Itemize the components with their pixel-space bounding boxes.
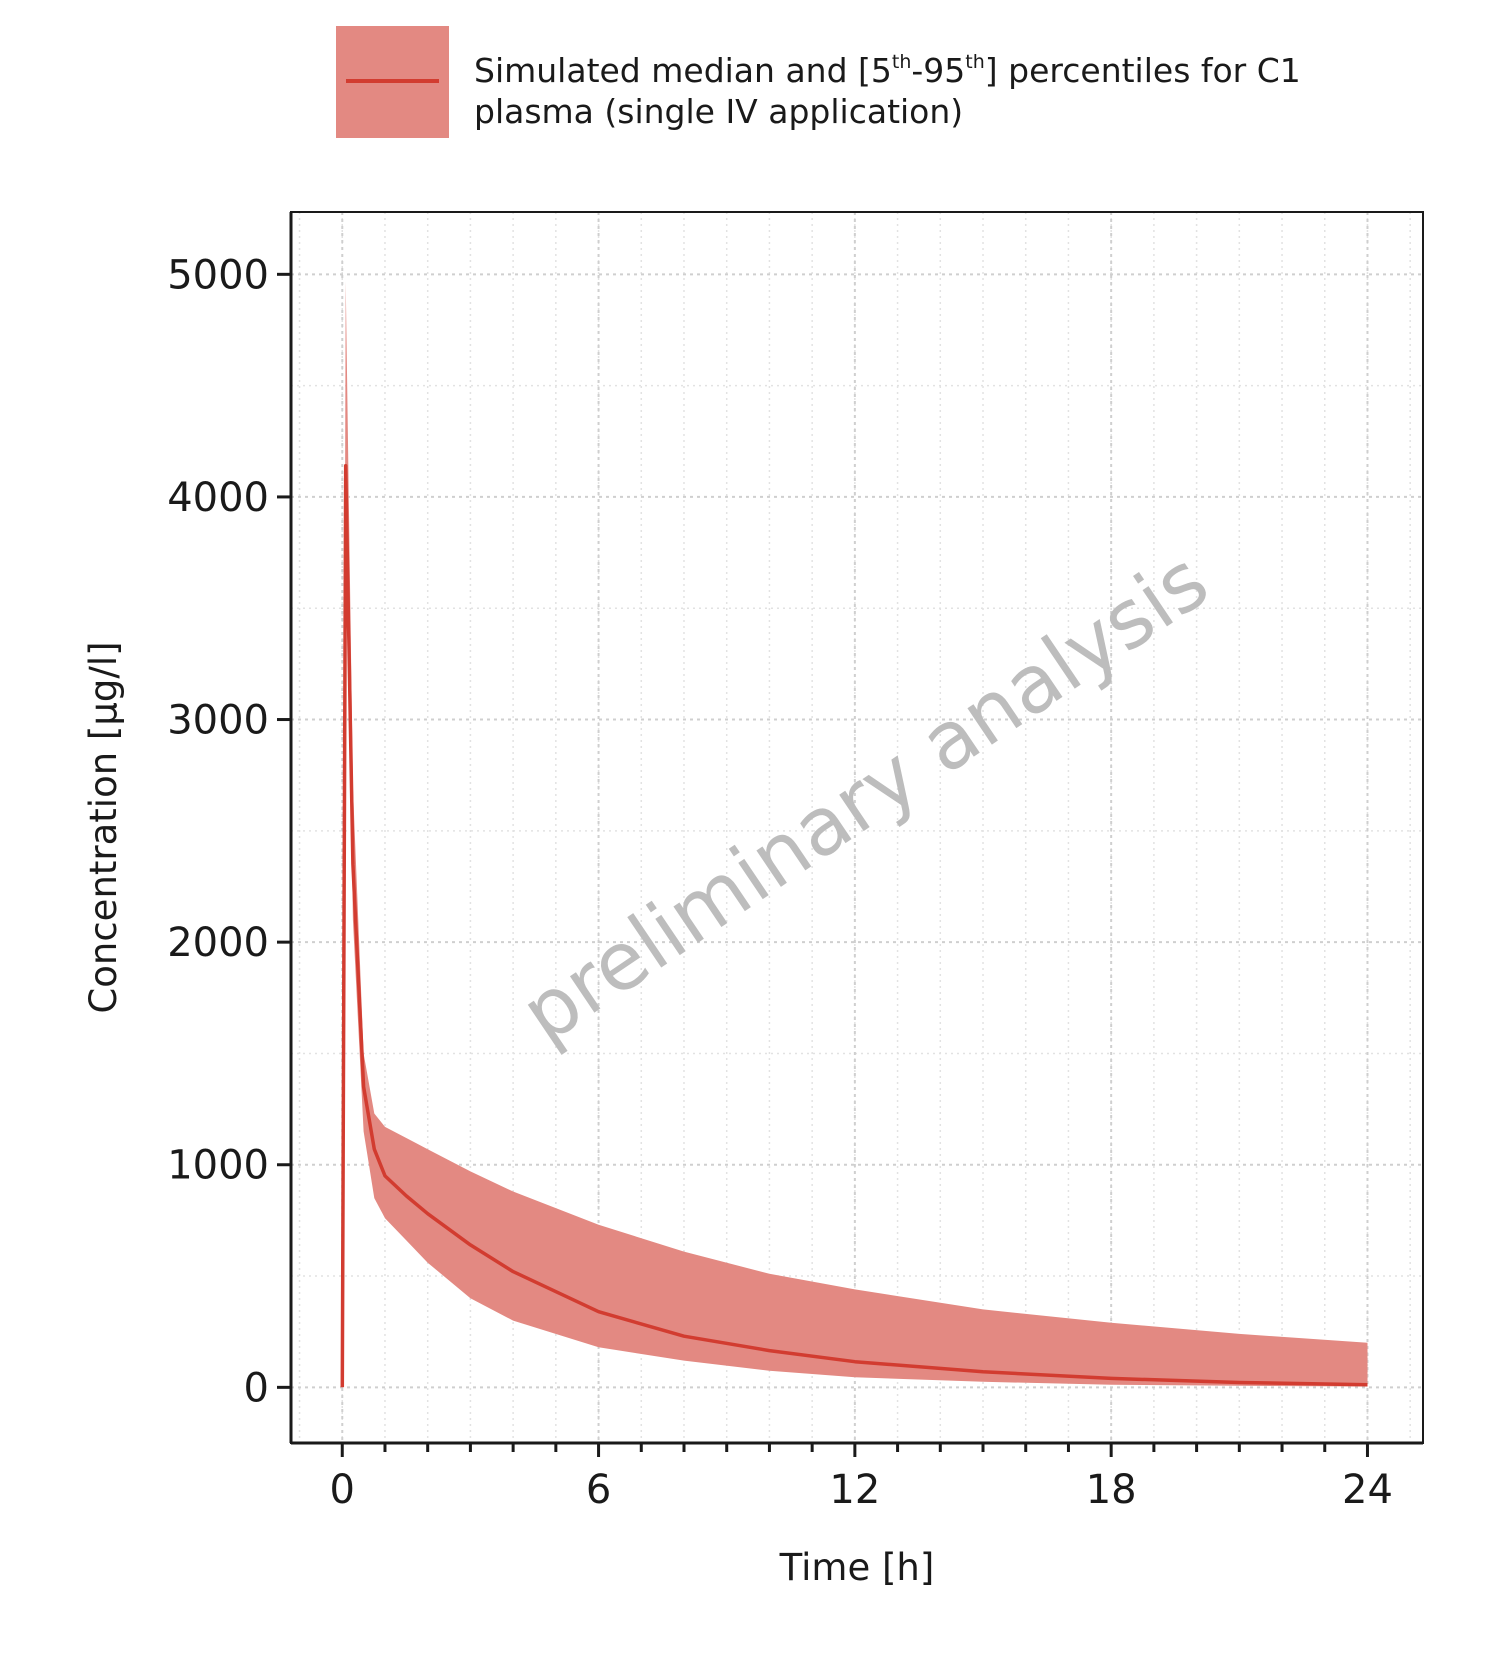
legend-text-part: ] percentiles for C1 <box>984 51 1301 90</box>
x-tick-label: 24 <box>1342 1467 1393 1513</box>
major-gridlines <box>291 212 1423 1443</box>
median-line <box>340 464 1368 1388</box>
watermark: preliminary analysis <box>505 534 1224 1061</box>
x-tick-label: 18 <box>1086 1467 1137 1513</box>
legend-text-part: Simulated median and [5 <box>474 51 892 90</box>
y-tick-label: 2000 <box>167 920 269 966</box>
legend-label-line-2: plasma (single IV application) <box>474 92 964 131</box>
legend-superscript: th <box>891 51 912 73</box>
x-tick-label: 6 <box>586 1467 611 1513</box>
y-axis-title: Concentration [µg/l] <box>82 641 125 1013</box>
y-tick-label: 1000 <box>167 1143 269 1189</box>
x-axis-ticks: 0 6 12 18 24 <box>291 1441 1423 1513</box>
y-tick-label: 4000 <box>167 475 269 521</box>
y-tick-label: 0 <box>244 1365 269 1411</box>
legend-superscript: th <box>965 51 985 73</box>
legend-median-line <box>346 79 439 83</box>
percentile-band <box>342 281 1368 1388</box>
x-tick-label: 12 <box>829 1467 880 1513</box>
y-tick-label: 5000 <box>167 252 269 298</box>
legend-text-part: -95 <box>911 51 966 90</box>
legend-key <box>336 26 449 138</box>
y-axis-ticks: 0 1000 2000 3000 4000 5000 <box>167 212 293 1443</box>
x-tick-label: 0 <box>330 1467 355 1513</box>
legend-label: Simulated median and [5th-95th] percenti… <box>474 50 1301 132</box>
legend: Simulated median and [5th-95th] percenti… <box>336 26 1486 138</box>
x-axis-title: Time [h] <box>779 1546 935 1589</box>
y-tick-label: 3000 <box>167 698 269 744</box>
legend-label-line-1: Simulated median and [5th-95th] percenti… <box>474 50 1301 91</box>
